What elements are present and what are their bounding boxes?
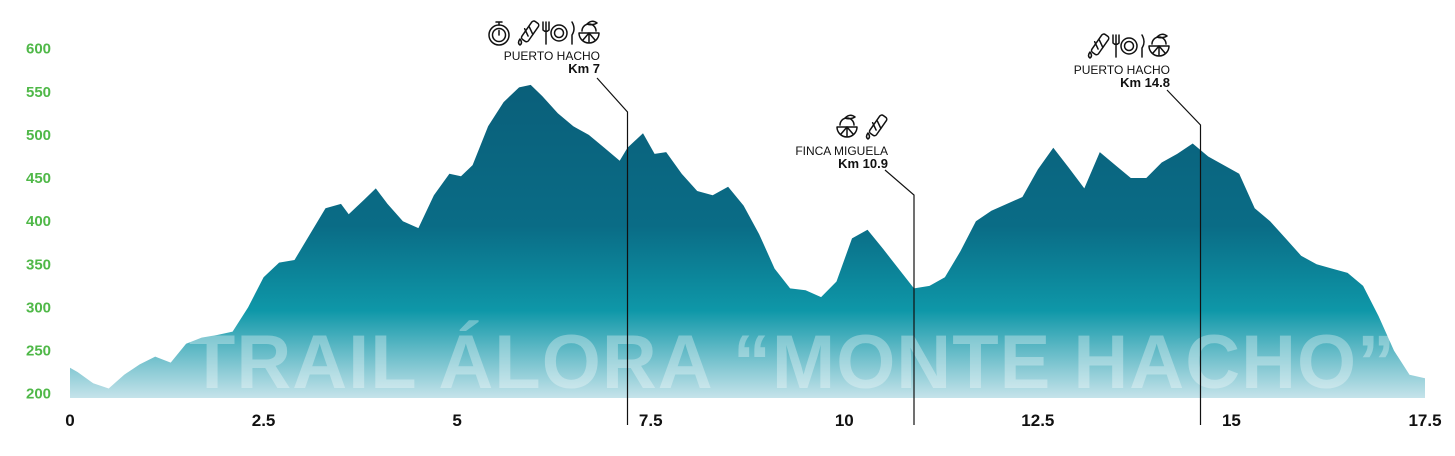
checkpoint-leader-line	[596, 77, 629, 425]
y-tick-label: 250	[26, 343, 51, 360]
cutlery-icon	[1112, 34, 1145, 58]
water-bottle-icon	[1087, 33, 1110, 59]
x-tick-label: 10	[835, 411, 854, 430]
watermark-title: TRAIL ÁLORA “MONTE HACHO”	[189, 320, 1396, 405]
water-bottle-icon	[865, 114, 888, 140]
checkpoint-leader-line	[1166, 89, 1202, 425]
checkpoint-name: PUERTO HACHO	[1074, 63, 1170, 77]
checkpoint-km: Km 14.8	[1120, 75, 1170, 90]
checkpoint-km: Km 10.9	[838, 156, 888, 171]
elevation-area	[70, 84, 1425, 399]
y-tick-label: 350	[26, 256, 51, 273]
checkpoint-name: PUERTO HACHO	[504, 49, 600, 63]
y-tick-label: 400	[26, 213, 51, 230]
x-tick-label: 0	[65, 411, 74, 430]
y-tick-label: 500	[26, 127, 51, 144]
x-tick-label: 12.5	[1021, 411, 1054, 430]
fruit-icon	[1148, 33, 1170, 57]
checkpoint-leader-line	[884, 169, 915, 425]
fruit-icon	[578, 20, 600, 44]
y-tick-label: 550	[26, 84, 51, 101]
water-bottle-icon	[517, 20, 540, 46]
x-tick-label: 2.5	[252, 411, 276, 430]
fruit-icon	[836, 114, 858, 138]
x-tick-label: 5	[452, 411, 461, 430]
x-tick-label: 15	[1222, 411, 1241, 430]
y-tick-label: 600	[26, 41, 51, 58]
stopwatch-icon	[488, 21, 510, 46]
y-tick-label: 200	[26, 386, 51, 403]
x-tick-label: 17.5	[1408, 411, 1441, 430]
cutlery-icon	[542, 21, 575, 45]
y-tick-label: 450	[26, 170, 51, 187]
y-tick-label: 300	[26, 299, 51, 316]
x-tick-label: 7.5	[639, 411, 663, 430]
checkpoint-km: Km 7	[568, 61, 600, 76]
checkpoint-name: FINCA MIGUELA	[795, 144, 888, 158]
